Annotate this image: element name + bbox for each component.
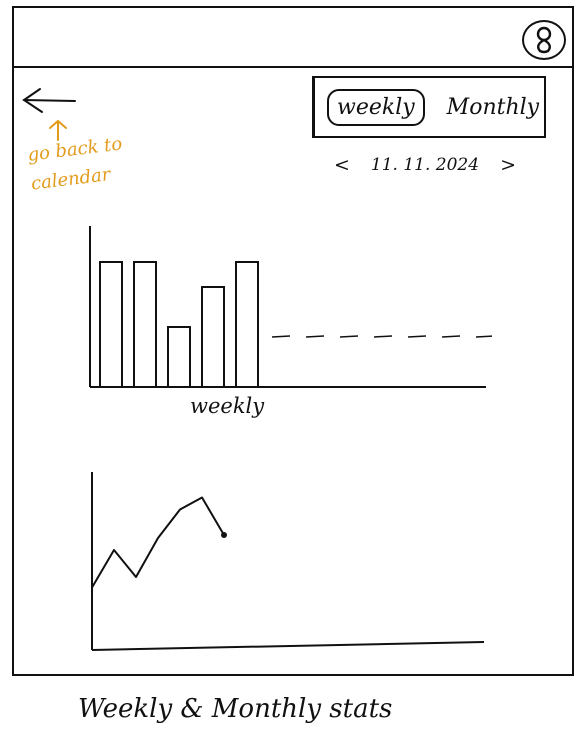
bar-chart-label: weekly (190, 394, 265, 418)
monthly-line-chart (91, 472, 485, 651)
user-circle-icon (536, 26, 552, 54)
back-button[interactable] (20, 86, 80, 116)
placeholder-dash (373, 335, 393, 338)
next-date-button[interactable]: > (500, 154, 516, 176)
placeholder-dash (271, 335, 291, 338)
period-toggle: weekly Monthly (312, 76, 546, 138)
phone-frame (12, 6, 574, 676)
x-axis (91, 641, 485, 651)
series-end-point (221, 532, 227, 538)
date-navigator: < 11. 11. 2024 > (330, 150, 520, 180)
placeholder-dash (339, 335, 359, 338)
placeholder-dash (305, 335, 325, 338)
series-line (91, 496, 225, 589)
up-arrow-icon (49, 119, 67, 141)
profile-button[interactable] (522, 20, 566, 60)
app-header (12, 6, 574, 68)
weekly-tab[interactable]: weekly (327, 88, 425, 126)
placeholder-dash (407, 335, 427, 338)
bar (133, 261, 157, 388)
bar (201, 286, 225, 388)
current-date: 11. 11. 2024 (370, 155, 480, 175)
page-caption: Weekly & Monthly stats (78, 694, 393, 724)
placeholder-dash (475, 335, 492, 338)
bar (99, 261, 123, 388)
placeholder-dash (441, 335, 461, 338)
back-annotation: go back to calendar (22, 118, 182, 228)
monthly-tab[interactable]: Monthly (446, 94, 540, 120)
bar (235, 261, 259, 388)
left-arrow-icon (22, 88, 76, 113)
prev-date-button[interactable]: < (334, 154, 350, 176)
weekly-bar-chart (89, 226, 492, 388)
bar (167, 326, 191, 388)
